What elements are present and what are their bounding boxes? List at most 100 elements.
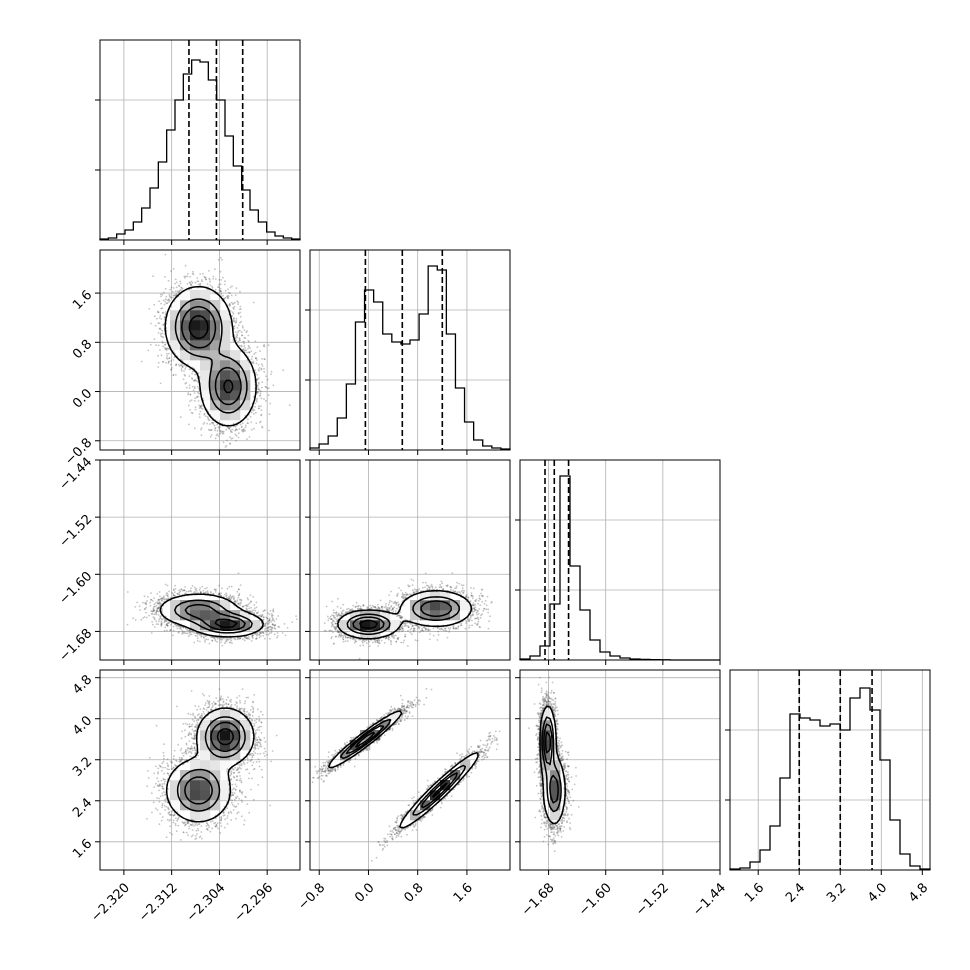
sample-point-1-0 xyxy=(150,322,152,325)
density-cell-2-1 xyxy=(390,620,401,631)
sample-point-3-2 xyxy=(540,687,543,690)
sample-point-3-2 xyxy=(559,820,562,822)
sample-point-3-0 xyxy=(254,747,257,750)
sample-point-1-0 xyxy=(228,291,230,294)
sample-point-2-0 xyxy=(163,619,166,622)
sample-point-1-0 xyxy=(205,278,207,281)
sample-point-1-0 xyxy=(184,382,187,385)
sample-point-2-0 xyxy=(276,636,278,639)
sample-point-1-0 xyxy=(162,360,165,363)
sample-point-3-0 xyxy=(242,709,245,712)
sample-point-3-0 xyxy=(164,809,167,811)
sample-point-2-0 xyxy=(177,631,180,634)
sample-point-3-1 xyxy=(390,833,393,836)
sample-point-1-0 xyxy=(238,337,241,340)
sample-point-1-0 xyxy=(252,409,255,412)
sample-point-3-1 xyxy=(454,762,457,764)
sample-point-1-0 xyxy=(212,421,215,424)
sample-point-2-1 xyxy=(479,616,482,619)
density-cell-1-0 xyxy=(230,360,241,371)
sample-point-3-0 xyxy=(236,775,238,778)
sample-point-2-0 xyxy=(214,638,217,641)
sample-point-2-1 xyxy=(334,612,337,614)
sample-point-3-1 xyxy=(446,794,449,797)
sample-point-3-2 xyxy=(575,766,577,769)
sample-point-3-0 xyxy=(159,784,161,787)
sample-point-3-2 xyxy=(550,697,552,700)
sample-point-2-1 xyxy=(470,594,473,597)
sample-point-2-0 xyxy=(261,631,264,633)
sample-point-2-1 xyxy=(449,627,452,629)
sample-point-3-1 xyxy=(450,765,453,767)
sample-point-3-0 xyxy=(257,784,259,786)
sample-point-3-1 xyxy=(424,816,426,818)
sample-point-3-2 xyxy=(552,827,555,829)
sample-point-3-1 xyxy=(403,814,405,816)
sample-point-2-0 xyxy=(150,632,153,634)
sample-point-3-0 xyxy=(189,748,192,751)
sample-point-1-0 xyxy=(166,299,169,301)
sample-point-2-1 xyxy=(363,640,366,643)
sample-point-2-1 xyxy=(460,624,463,627)
sample-point-2-0 xyxy=(264,623,266,625)
sample-point-2-1 xyxy=(444,627,447,630)
sample-point-3-0 xyxy=(207,710,210,713)
density-cell-2-1 xyxy=(430,600,441,611)
sample-point-2-1 xyxy=(392,636,394,639)
sample-point-1-0 xyxy=(190,283,192,286)
sample-point-2-0 xyxy=(173,591,176,594)
sample-point-2-1 xyxy=(427,628,430,630)
sample-point-2-0 xyxy=(273,624,276,626)
sample-point-3-1 xyxy=(487,749,490,752)
sample-point-3-0 xyxy=(193,746,196,748)
sample-point-1-0 xyxy=(190,411,193,414)
sample-point-1-0 xyxy=(227,297,230,300)
sample-point-1-0 xyxy=(258,405,260,407)
sample-point-3-0 xyxy=(161,806,164,809)
sample-point-1-0 xyxy=(159,315,162,317)
density-cell-1-0 xyxy=(210,330,221,341)
sample-point-3-1 xyxy=(323,764,325,767)
sample-point-1-0 xyxy=(212,277,215,280)
sample-point-2-1 xyxy=(404,635,407,638)
sample-point-3-2 xyxy=(552,833,555,836)
sample-point-3-0 xyxy=(175,765,177,767)
sample-point-3-2 xyxy=(566,796,569,798)
sample-point-3-0 xyxy=(197,823,200,825)
sample-point-3-0 xyxy=(157,767,160,770)
sample-point-3-1 xyxy=(481,747,484,750)
sample-point-3-1 xyxy=(407,804,410,807)
sample-point-1-0 xyxy=(165,302,168,305)
sample-point-2-0 xyxy=(156,593,159,595)
sample-point-1-0 xyxy=(168,360,170,363)
sample-point-3-0 xyxy=(164,798,166,801)
sample-point-3-2 xyxy=(543,814,545,817)
sample-point-1-0 xyxy=(227,295,230,298)
sample-point-3-1 xyxy=(477,745,480,748)
sample-point-3-1 xyxy=(385,712,388,715)
sample-point-1-0 xyxy=(246,422,249,424)
sample-point-2-0 xyxy=(165,620,168,622)
sample-point-2-0 xyxy=(268,619,271,622)
sample-point-2-1 xyxy=(380,606,383,609)
sample-point-3-1 xyxy=(445,768,447,771)
sample-point-3-0 xyxy=(146,817,148,820)
sample-point-1-0 xyxy=(175,363,178,366)
sample-point-2-0 xyxy=(206,592,209,594)
sample-point-2-1 xyxy=(386,606,389,609)
sample-point-2-0 xyxy=(160,623,163,626)
sample-point-1-0 xyxy=(232,312,235,315)
sample-point-3-0 xyxy=(192,737,195,740)
sample-point-1-0 xyxy=(191,378,194,380)
sample-point-3-2 xyxy=(568,826,571,829)
sample-point-1-0 xyxy=(251,355,254,358)
sample-point-1-0 xyxy=(167,348,170,350)
sample-point-3-0 xyxy=(164,793,166,796)
sample-point-2-0 xyxy=(204,587,207,590)
sample-point-2-1 xyxy=(390,609,393,612)
sample-point-2-1 xyxy=(476,623,479,626)
sample-point-2-0 xyxy=(214,591,217,593)
sample-point-3-1 xyxy=(326,767,329,770)
sample-point-1-0 xyxy=(254,402,257,405)
sample-point-2-1 xyxy=(472,604,474,607)
